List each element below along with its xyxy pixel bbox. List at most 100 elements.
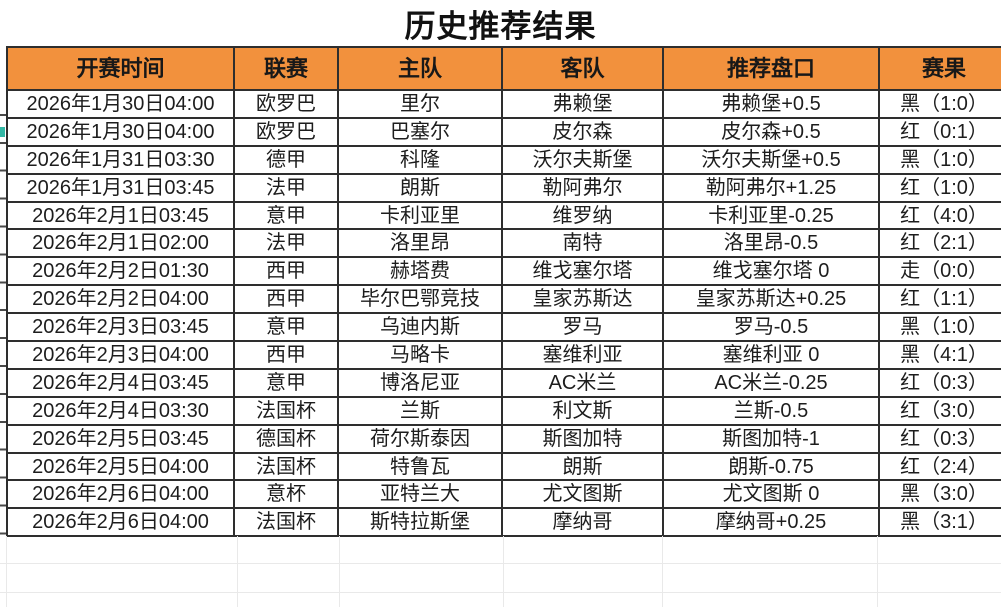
cell-handicap[interactable]: 兰斯-0.5: [662, 395, 880, 426]
cell-league[interactable]: 德甲: [233, 144, 339, 175]
cell-home-team[interactable]: 巴塞尔: [337, 116, 503, 147]
cell-away-team[interactable]: 皇家苏斯达: [501, 284, 664, 315]
cell-away-team[interactable]: 尤文图斯: [501, 479, 664, 510]
cell-kickoff-time[interactable]: 2026年2月6日04:00: [6, 507, 235, 538]
cell-league[interactable]: 欧罗巴: [233, 116, 339, 147]
column-header-result[interactable]: 赛果: [878, 46, 1001, 91]
cell-league[interactable]: 西甲: [233, 284, 339, 315]
column-header-handicap[interactable]: 推荐盘口: [662, 46, 880, 91]
cell-result[interactable]: 红（1:0）: [878, 172, 1001, 203]
cell-league[interactable]: 意杯: [233, 479, 339, 510]
cell-league[interactable]: 意甲: [233, 200, 339, 231]
column-header-kickoff-time[interactable]: 开赛时间: [6, 46, 235, 91]
cell-kickoff-time[interactable]: 2026年2月3日03:45: [6, 312, 235, 343]
cell-league[interactable]: 意甲: [233, 312, 339, 343]
cell-result[interactable]: 红（0:1）: [878, 116, 1001, 147]
cell-home-team[interactable]: 赫塔费: [337, 256, 503, 287]
cell-home-team[interactable]: 朗斯: [337, 172, 503, 203]
cell-away-team[interactable]: 维戈塞尔塔: [501, 256, 664, 287]
cell-kickoff-time[interactable]: 2026年2月1日02:00: [6, 228, 235, 259]
cell-result[interactable]: 黑（4:1）: [878, 340, 1001, 370]
cell-league[interactable]: 德国杯: [233, 423, 339, 454]
cell-result[interactable]: 黑（3:1）: [878, 507, 1001, 538]
cell-home-team[interactable]: 亚特兰大: [337, 479, 503, 510]
cell-result[interactable]: 黑（1:0）: [878, 144, 1001, 175]
selection-handle[interactable]: [0, 127, 5, 137]
cell-away-team[interactable]: 斯图加特: [501, 423, 664, 454]
cell-handicap[interactable]: AC米兰-0.25: [662, 367, 880, 398]
cell-home-team[interactable]: 马略卡: [337, 340, 503, 370]
cell-away-team[interactable]: 塞维利亚: [501, 340, 664, 370]
cell-result[interactable]: 黑（1:0）: [878, 312, 1001, 343]
cell-away-team[interactable]: 罗马: [501, 312, 664, 343]
cell-kickoff-time[interactable]: 2026年2月4日03:45: [6, 367, 235, 398]
cell-home-team[interactable]: 斯特拉斯堡: [337, 507, 503, 538]
cell-handicap[interactable]: 塞维利亚 0: [662, 340, 880, 370]
cell-home-team[interactable]: 洛里昂: [337, 228, 503, 259]
cell-away-team[interactable]: 皮尔森: [501, 116, 664, 147]
cell-league[interactable]: 欧罗巴: [233, 89, 339, 119]
cell-result[interactable]: 红（3:0）: [878, 395, 1001, 426]
cell-kickoff-time[interactable]: 2026年2月2日04:00: [6, 284, 235, 315]
cell-kickoff-time[interactable]: 2026年2月5日04:00: [6, 451, 235, 482]
column-header-home-team[interactable]: 主队: [337, 46, 503, 91]
cell-league[interactable]: 意甲: [233, 367, 339, 398]
cell-handicap[interactable]: 尤文图斯 0: [662, 479, 880, 510]
cell-handicap[interactable]: 沃尔夫斯堡+0.5: [662, 144, 880, 175]
cell-result[interactable]: 红（0:3）: [878, 423, 1001, 454]
cell-kickoff-time[interactable]: 2026年1月31日03:45: [6, 172, 235, 203]
cell-kickoff-time[interactable]: 2026年2月2日01:30: [6, 256, 235, 287]
cell-home-team[interactable]: 博洛尼亚: [337, 367, 503, 398]
cell-away-team[interactable]: 朗斯: [501, 451, 664, 482]
cell-handicap[interactable]: 弗赖堡+0.5: [662, 89, 880, 119]
cell-away-team[interactable]: 沃尔夫斯堡: [501, 144, 664, 175]
cell-result[interactable]: 红（0:3）: [878, 367, 1001, 398]
cell-handicap[interactable]: 勒阿弗尔+1.25: [662, 172, 880, 203]
cell-league[interactable]: 法国杯: [233, 451, 339, 482]
cell-handicap[interactable]: 皮尔森+0.5: [662, 116, 880, 147]
cell-away-team[interactable]: AC米兰: [501, 367, 664, 398]
cell-handicap[interactable]: 罗马-0.5: [662, 312, 880, 343]
cell-kickoff-time[interactable]: 2026年1月31日03:30: [6, 144, 235, 175]
cell-home-team[interactable]: 乌迪内斯: [337, 312, 503, 343]
cell-league[interactable]: 法甲: [233, 172, 339, 203]
cell-away-team[interactable]: 摩纳哥: [501, 507, 664, 538]
cell-handicap[interactable]: 斯图加特-1: [662, 423, 880, 454]
cell-handicap[interactable]: 维戈塞尔塔 0: [662, 256, 880, 287]
cell-kickoff-time[interactable]: 2026年2月1日03:45: [6, 200, 235, 231]
cell-result[interactable]: 红（2:1）: [878, 228, 1001, 259]
cell-result[interactable]: 红（1:1）: [878, 284, 1001, 315]
cell-away-team[interactable]: 弗赖堡: [501, 89, 664, 119]
cell-result[interactable]: 红（2:4）: [878, 451, 1001, 482]
cell-league[interactable]: 西甲: [233, 340, 339, 370]
cell-league[interactable]: 法国杯: [233, 507, 339, 538]
cell-kickoff-time[interactable]: 2026年2月6日04:00: [6, 479, 235, 510]
cell-kickoff-time[interactable]: 2026年1月30日04:00: [6, 116, 235, 147]
cell-away-team[interactable]: 维罗纳: [501, 200, 664, 231]
column-header-away-team[interactable]: 客队: [501, 46, 664, 91]
cell-kickoff-time[interactable]: 2026年2月3日04:00: [6, 340, 235, 370]
cell-away-team[interactable]: 利文斯: [501, 395, 664, 426]
cell-handicap[interactable]: 摩纳哥+0.25: [662, 507, 880, 538]
cell-result[interactable]: 红（4:0）: [878, 200, 1001, 231]
cell-result[interactable]: 黑（1:0）: [878, 89, 1001, 119]
cell-kickoff-time[interactable]: 2026年1月30日04:00: [6, 89, 235, 119]
cell-home-team[interactable]: 毕尔巴鄂竞技: [337, 284, 503, 315]
cell-home-team[interactable]: 科隆: [337, 144, 503, 175]
cell-handicap[interactable]: 卡利亚里-0.25: [662, 200, 880, 231]
cell-league[interactable]: 法甲: [233, 228, 339, 259]
cell-kickoff-time[interactable]: 2026年2月4日03:30: [6, 395, 235, 426]
cell-home-team[interactable]: 兰斯: [337, 395, 503, 426]
cell-home-team[interactable]: 里尔: [337, 89, 503, 119]
cell-handicap[interactable]: 皇家苏斯达+0.25: [662, 284, 880, 315]
cell-result[interactable]: 黑（3:0）: [878, 479, 1001, 510]
cell-league[interactable]: 西甲: [233, 256, 339, 287]
column-header-league[interactable]: 联赛: [233, 46, 339, 91]
cell-result[interactable]: 走（0:0）: [878, 256, 1001, 287]
cell-away-team[interactable]: 勒阿弗尔: [501, 172, 664, 203]
cell-handicap[interactable]: 洛里昂-0.5: [662, 228, 880, 259]
cell-home-team[interactable]: 特鲁瓦: [337, 451, 503, 482]
cell-home-team[interactable]: 卡利亚里: [337, 200, 503, 231]
cell-league[interactable]: 法国杯: [233, 395, 339, 426]
cell-away-team[interactable]: 南特: [501, 228, 664, 259]
